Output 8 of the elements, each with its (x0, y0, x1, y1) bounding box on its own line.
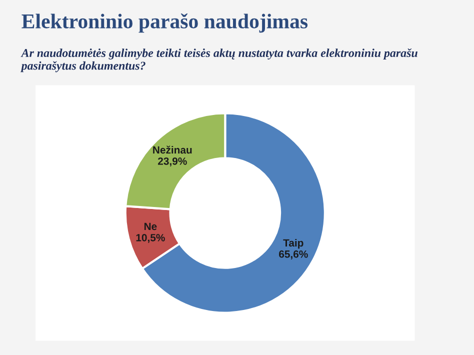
data-label: 10,5% (136, 234, 165, 243)
slice-label: Taip (283, 238, 304, 249)
data-label: 23,9% (158, 157, 187, 166)
chart-subtitle: Ar naudotumėtės galimybe teikti teisės aktų nustatyta tvarka elektroniniu parašu pasirašytus dokumentus? (20, 48, 418, 72)
chart-title: Elektroninio parašo naudojimas (22, 14, 308, 33)
slice-label: Ne (144, 222, 157, 230)
data-label: 65,6% (278, 250, 308, 260)
slice-label: Nežinau (153, 146, 192, 154)
